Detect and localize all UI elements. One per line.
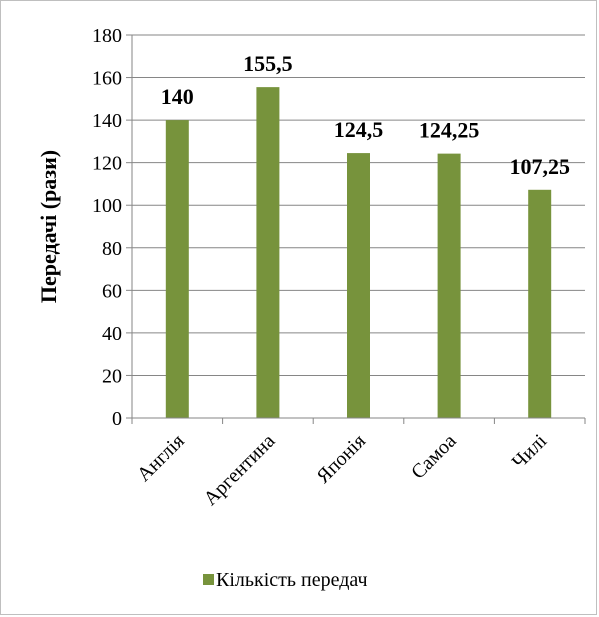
y-axis-label: Передачі (рази): [36, 150, 61, 303]
bar: [165, 120, 189, 418]
data-label: 140: [161, 84, 194, 109]
bar: [437, 153, 461, 419]
y-tick-label: 40: [102, 323, 122, 345]
bars: [165, 87, 552, 419]
y-tick-label: 120: [92, 153, 122, 175]
y-tick-label: 20: [102, 365, 122, 387]
x-tick-labels: Англія Аргентина Японія Самоа Чилі: [133, 430, 552, 510]
bar: [256, 87, 280, 418]
data-label: 124,5: [334, 117, 384, 142]
data-labels: 140 155,5 124,5 124,25 107,25: [161, 51, 570, 179]
legend-swatch: [203, 574, 214, 585]
data-label: 107,25: [509, 154, 570, 179]
y-tick-label: 180: [92, 25, 122, 47]
category-label: Самоа: [407, 430, 461, 484]
category-label: Чилі: [508, 430, 552, 474]
y-tick-label: 0: [112, 408, 122, 430]
y-tick-labels: 0 20 40 60 80 100 120 140 160 180: [92, 25, 122, 430]
bar: [347, 153, 370, 418]
legend-label: Кількість передач: [216, 569, 368, 591]
axes: [131, 35, 586, 424]
data-label: 155,5: [243, 51, 293, 76]
legend: Кількість передач: [203, 569, 368, 591]
y-tick-label: 80: [102, 238, 122, 260]
y-tick-label: 60: [102, 280, 122, 302]
category-label: Японія: [312, 430, 370, 488]
category-label: Англія: [133, 430, 189, 486]
bar: [528, 189, 552, 418]
category-label: Аргентина: [200, 430, 280, 510]
data-label: 124,25: [419, 118, 480, 143]
y-tick-label: 140: [92, 110, 122, 132]
y-tick-label: 100: [92, 195, 122, 217]
y-tick-label: 160: [92, 68, 122, 90]
